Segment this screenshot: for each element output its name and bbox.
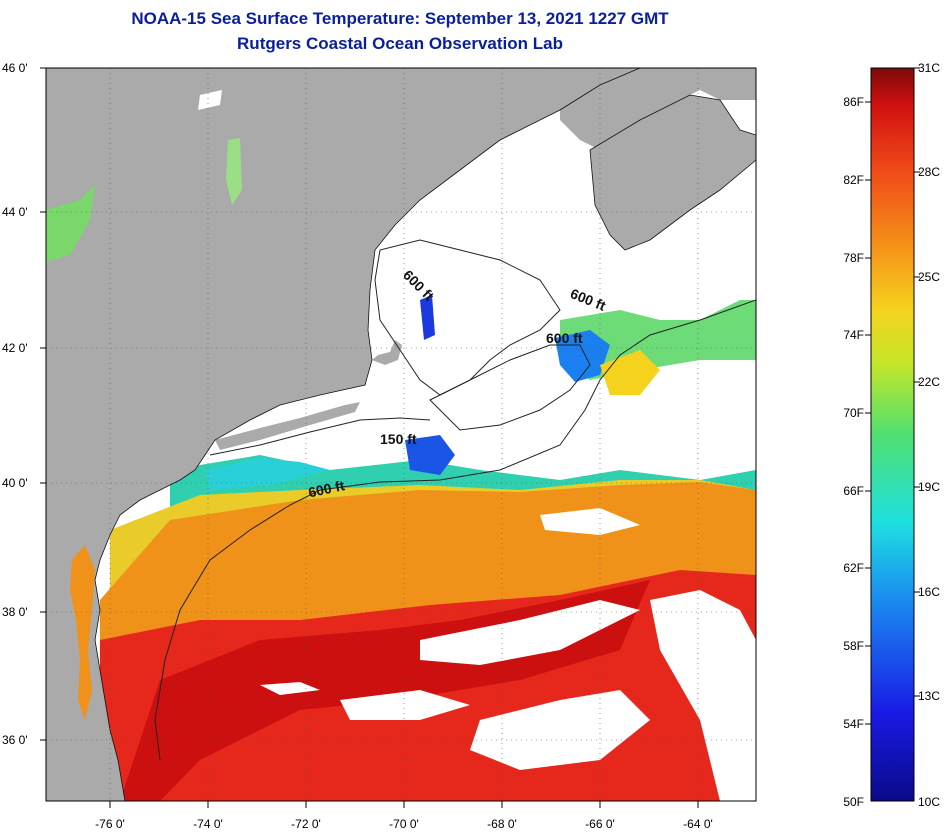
land-us xyxy=(46,68,640,801)
sst-orange-band xyxy=(100,482,756,720)
lake-patch xyxy=(226,138,242,205)
sst-cool-patch xyxy=(560,300,756,380)
map-subtitle: Rutgers Coastal Ocean Observation Lab xyxy=(237,34,563,53)
lat-tick-label: 46 0' xyxy=(2,61,28,75)
colorbar-f-label: 66F xyxy=(843,484,864,498)
colorbar-f-label: 78F xyxy=(843,251,864,265)
lake-patch xyxy=(46,185,95,262)
lon-tick-label: -66 0' xyxy=(585,817,615,831)
colorbar-f-label: 62F xyxy=(843,561,864,575)
colorbar-c-label: 10C xyxy=(918,795,940,809)
contour-label: 600 ft xyxy=(546,330,583,346)
cloud-pocket xyxy=(260,682,320,695)
colorbar-f-label: 70F xyxy=(843,406,864,420)
contour-label: 600 ft xyxy=(307,477,346,500)
map-title: NOAA-15 Sea Surface Temperature: Septemb… xyxy=(131,9,669,28)
sst-cold-patch xyxy=(555,330,610,382)
sst-cold-patch xyxy=(420,295,435,340)
lat-tick-label: 42 0' xyxy=(2,341,28,355)
colorbar-c-label: 19C xyxy=(918,480,940,494)
coastline xyxy=(589,94,756,251)
sst-cold-patch xyxy=(405,435,455,475)
colorbar-c-label: 28C xyxy=(918,165,940,179)
lat-tick-label: 44 0' xyxy=(2,205,28,219)
land-canada xyxy=(560,68,756,150)
colorbar: 86F 82F 78F 74F 70F 66F 62F 58F 54F 50F … xyxy=(843,61,940,809)
axis-ticks xyxy=(40,67,699,808)
colorbar-c-label: 22C xyxy=(918,375,940,389)
land-cape-cod xyxy=(372,340,402,365)
lat-tick-label: 40 0' xyxy=(2,476,28,490)
isobath-gulf-of-maine xyxy=(374,239,561,396)
colorbar-c-label: 31C xyxy=(918,61,940,75)
lon-tick-label: -70 0' xyxy=(389,817,419,831)
coastline xyxy=(94,68,641,801)
lon-tick-label: -76 0' xyxy=(95,817,125,831)
cloud-pocket xyxy=(340,690,470,720)
contour-label: 150 ft xyxy=(380,431,417,447)
delaware-bay xyxy=(118,520,145,550)
chesapeake-bay xyxy=(70,545,95,720)
colorbar-f-label: 50F xyxy=(843,795,864,809)
cloud-pocket xyxy=(470,690,650,770)
isobath-600ft-shelf xyxy=(154,299,756,761)
lon-tick-label: -68 0' xyxy=(487,817,517,831)
lon-tick-label: -64 0' xyxy=(683,817,713,831)
cloud-pocket xyxy=(650,590,756,801)
colorbar-c-label: 13C xyxy=(918,689,940,703)
isobath-150ft xyxy=(209,417,431,456)
land-nova-scotia xyxy=(590,95,756,250)
isobath-georges-bank xyxy=(429,344,591,431)
colorbar-f-label: 86F xyxy=(843,95,864,109)
sst-cyan-patch xyxy=(205,458,330,490)
cloud-pocket xyxy=(540,508,640,535)
colorbar-f-label: 82F xyxy=(843,173,864,187)
lat-tick-label: 36 0' xyxy=(2,733,28,747)
lat-tick-label: 38 0' xyxy=(2,605,28,619)
map-area xyxy=(46,68,756,801)
map-frame xyxy=(45,67,757,802)
lake-patch xyxy=(198,90,222,110)
colorbar-f-label: 54F xyxy=(843,717,864,731)
lon-tick-label: -72 0' xyxy=(291,817,321,831)
cloud-pocket xyxy=(420,600,640,665)
land-long-island xyxy=(215,402,360,450)
graticule xyxy=(46,68,756,801)
colorbar-f-label: 58F xyxy=(843,639,864,653)
colorbar-f-label: 74F xyxy=(843,328,864,342)
colorbar-c-label: 16C xyxy=(918,585,940,599)
colorbar-gradient xyxy=(870,67,915,802)
lon-tick-label: -74 0' xyxy=(193,817,223,831)
colorbar-c-label: 25C xyxy=(918,270,940,284)
